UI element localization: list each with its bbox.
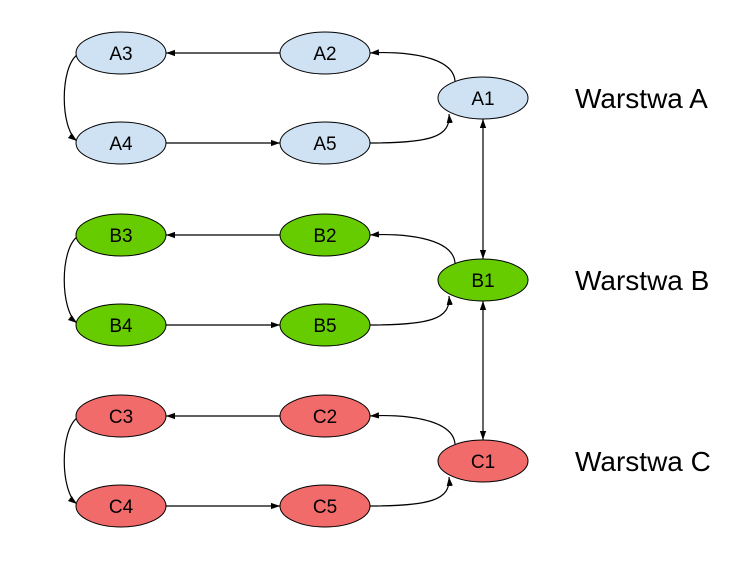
node-a1-label: A1 bbox=[471, 89, 494, 110]
node-b1: B1 bbox=[437, 258, 529, 302]
node-b3-shape bbox=[75, 213, 167, 257]
node-b4: B4 bbox=[75, 303, 167, 347]
node-a3-shape bbox=[75, 31, 167, 75]
edge-b1-b2 bbox=[369, 231, 456, 264]
edge-c1-c2 bbox=[369, 412, 456, 445]
node-c1-label: C1 bbox=[471, 452, 495, 473]
node-c2: C2 bbox=[279, 394, 371, 438]
node-a3-label: A3 bbox=[109, 44, 132, 65]
node-b2-shape bbox=[279, 213, 371, 257]
node-c1-shape bbox=[437, 439, 529, 483]
node-b4-label: B4 bbox=[109, 316, 133, 337]
node-a5-shape bbox=[279, 121, 371, 165]
node-c2-label: C2 bbox=[313, 407, 337, 428]
node-a2: A2 bbox=[279, 31, 371, 75]
edge-a5-a1 bbox=[369, 113, 453, 144]
layer-label-c: Warstwa C bbox=[575, 446, 711, 477]
node-c2-shape bbox=[279, 394, 371, 438]
node-b5: B5 bbox=[279, 303, 371, 347]
node-a1-shape bbox=[437, 76, 529, 120]
edge-a3-a4 bbox=[63, 54, 78, 142]
node-b1-shape bbox=[437, 258, 529, 302]
node-a2-label: A2 bbox=[313, 44, 336, 65]
node-a4: A4 bbox=[75, 121, 167, 165]
node-c5: C5 bbox=[279, 484, 371, 528]
layer-label-a: Warstwa A bbox=[575, 83, 708, 114]
node-c4-label: C4 bbox=[109, 497, 134, 518]
node-a5-label: A5 bbox=[313, 134, 336, 155]
node-b4-shape bbox=[75, 303, 167, 347]
node-b5-shape bbox=[279, 303, 371, 347]
node-b3: B3 bbox=[75, 213, 167, 257]
node-a4-shape bbox=[75, 121, 167, 165]
node-c5-label: C5 bbox=[313, 497, 337, 518]
node-a4-label: A4 bbox=[109, 134, 133, 155]
edge-c3-c4 bbox=[63, 417, 78, 505]
node-c4: C4 bbox=[75, 484, 167, 528]
node-a2-shape bbox=[279, 31, 371, 75]
node-c3: C3 bbox=[75, 394, 167, 438]
node-c4-shape bbox=[75, 484, 167, 528]
edge-b3-b4 bbox=[63, 236, 78, 324]
node-c3-label: C3 bbox=[109, 407, 133, 428]
edge-c5-c1 bbox=[369, 476, 453, 507]
node-a5: A5 bbox=[279, 121, 371, 165]
node-a1: A1 bbox=[437, 76, 529, 120]
edge-b5-b1 bbox=[369, 295, 453, 326]
node-b5-label: B5 bbox=[313, 316, 336, 337]
node-c5-shape bbox=[279, 484, 371, 528]
node-a3: A3 bbox=[75, 31, 167, 75]
layer-label-b: Warstwa B bbox=[575, 265, 709, 296]
node-b3-label: B3 bbox=[109, 226, 132, 247]
node-b1-label: B1 bbox=[471, 271, 494, 292]
node-b2: B2 bbox=[279, 213, 371, 257]
node-c1: C1 bbox=[437, 439, 529, 483]
node-c3-shape bbox=[75, 394, 167, 438]
node-b2-label: B2 bbox=[313, 226, 336, 247]
edge-a1-a2 bbox=[369, 49, 456, 82]
